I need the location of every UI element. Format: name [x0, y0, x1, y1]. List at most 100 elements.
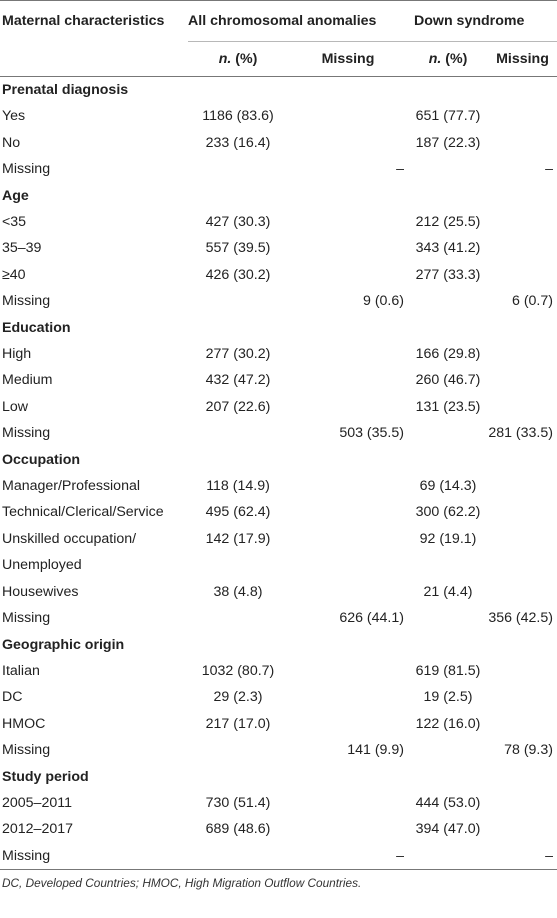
all-n-value: 426 (30.2)	[205, 266, 271, 283]
row-label: Missing	[2, 161, 51, 178]
table-row: High 277 (30.2) 166 (29.8)	[0, 341, 557, 368]
maternal-characteristics-table: Maternal characteristics All chromosomal…	[0, 0, 557, 870]
down-pct-label: (%)	[441, 51, 468, 67]
down-missing-value	[488, 394, 557, 421]
down-n-value: 300 (62.2)	[415, 504, 481, 521]
row-label: HMOC	[2, 715, 46, 732]
row-label: Missing	[0, 842, 188, 870]
table-body: Prenatal diagnosis Yes 1186 (83.6) 651 (77.…	[0, 77, 557, 870]
down-missing-value	[488, 790, 557, 817]
table-row: Missing 141 (9.9) 78 (9.3)	[0, 737, 557, 764]
row-label: 2005–2011	[2, 794, 72, 811]
all-n-value: 689 (48.6)	[205, 821, 271, 838]
row-label: Unskilled occupation/	[2, 530, 137, 547]
down-missing-value	[488, 103, 557, 130]
all-n-value: 118 (14.9)	[206, 477, 270, 494]
row-label: No	[2, 134, 21, 151]
table-row: ≥40 426 (30.2) 277 (33.3)	[0, 262, 557, 289]
section-title: Education	[2, 319, 71, 336]
table-row: Manager/Professional 118 (14.9) 69 (14.3)	[0, 473, 557, 500]
row-label: Low	[2, 398, 29, 415]
all-missing-value	[288, 526, 408, 553]
footnote: DC, Developed Countries; HMOC, High Migr…	[2, 876, 362, 890]
all-missing-value	[288, 262, 408, 289]
all-missing-value: –	[288, 842, 408, 870]
down-missing-value	[488, 262, 557, 289]
section-title: Occupation	[2, 451, 81, 468]
table-row: 35–39 557 (39.5) 343 (41.2)	[0, 235, 557, 262]
all-anomalies-header: All chromosomal anomalies	[188, 0, 408, 42]
down-missing-value: 6 (0.7)	[511, 293, 553, 310]
all-missing-value	[288, 790, 408, 817]
down-missing-value	[488, 711, 557, 738]
row-label: Missing	[2, 742, 51, 759]
section-header-row: Geographic origin	[0, 632, 557, 658]
all-missing-value	[288, 394, 408, 421]
down-n-value: 277 (33.3)	[415, 266, 481, 283]
all-n-value: 38 (4.8)	[213, 583, 263, 600]
all-n-value: 29 (2.3)	[213, 689, 263, 706]
all-missing-value	[288, 341, 408, 368]
down-missing-value	[488, 579, 557, 606]
down-n-value: 131 (23.5)	[415, 398, 481, 415]
section-header-row: Prenatal diagnosis	[0, 77, 557, 104]
table-row: Missing 503 (35.5) 281 (33.5)	[0, 420, 557, 447]
down-n-value: 343 (41.2)	[415, 240, 481, 257]
row-label: <35	[2, 213, 27, 230]
down-n-value: 92 (19.1)	[419, 530, 477, 547]
table-row: DC 29 (2.3) 19 (2.5)	[0, 684, 557, 711]
all-missing-value	[288, 235, 408, 262]
down-missing-value: 356 (42.5)	[488, 610, 553, 627]
down-n-value: 619 (81.5)	[415, 662, 481, 679]
down-missing-value	[488, 526, 557, 553]
all-n-value: 427 (30.3)	[205, 213, 271, 230]
down-missing-value	[488, 473, 557, 500]
down-n-value	[408, 156, 488, 183]
row-label: Unemployed	[2, 557, 82, 574]
all-n-value: 277 (30.2)	[205, 345, 271, 362]
all-missing-value	[288, 579, 408, 606]
all-missing-value: 503 (35.5)	[339, 425, 404, 442]
table-row: HMOC 217 (17.0) 122 (16.0)	[0, 711, 557, 738]
all-missing-value	[288, 552, 408, 579]
all-missing-header: Missing	[321, 51, 375, 67]
down-n-value	[408, 842, 488, 870]
table-row: Unskilled occupation/142 (17.9) 92 (19.1)	[0, 526, 557, 553]
all-n-value: 495 (62.4)	[205, 504, 271, 521]
table-row: Italian 1032 (80.7) 619 (81.5)	[0, 658, 557, 685]
row-label: Italian	[2, 662, 40, 679]
section-header-row: Occupation	[0, 447, 557, 473]
table-row: Missing – –	[0, 842, 557, 870]
all-n-value: 1032 (80.7)	[201, 662, 275, 679]
all-missing-value	[288, 130, 408, 157]
all-n-value: 432 (47.2)	[205, 372, 271, 389]
down-n-value: 212 (25.5)	[415, 213, 481, 230]
sub-header-row: n. (%) Missing n. (%) Missing	[0, 42, 557, 77]
all-n-value	[188, 737, 288, 764]
all-pct-label: (%)	[231, 51, 258, 67]
section-header-row: Study period	[0, 764, 557, 790]
down-n-value: 166 (29.8)	[415, 345, 481, 362]
down-missing-value	[488, 552, 557, 579]
row-label: Missing	[2, 425, 51, 442]
all-n-value	[188, 156, 288, 183]
all-missing-value: 626 (44.1)	[339, 610, 404, 627]
down-missing-value: 281 (33.5)	[488, 425, 553, 442]
down-n-value	[408, 737, 488, 764]
all-n-value: 233 (16.4)	[205, 134, 271, 151]
down-missing-value	[488, 209, 557, 236]
row-label: Technical/Clerical/Service	[2, 504, 164, 521]
all-missing-value	[288, 684, 408, 711]
down-n-value: 260 (46.7)	[415, 372, 481, 389]
section-title: Study period	[2, 768, 89, 785]
row-label: Missing	[2, 293, 51, 310]
section-header-row: Education	[0, 315, 557, 341]
down-n-value: 187 (22.3)	[415, 134, 481, 151]
all-missing-value	[288, 711, 408, 738]
table-row: 2005–2011 730 (51.4) 444 (53.0)	[0, 790, 557, 817]
all-n-value	[188, 842, 288, 870]
table-row: Unemployed	[0, 552, 557, 579]
down-n-value: 444 (53.0)	[415, 794, 481, 811]
row-label: ≥40	[2, 266, 26, 283]
all-n-value: 557 (39.5)	[205, 240, 271, 257]
